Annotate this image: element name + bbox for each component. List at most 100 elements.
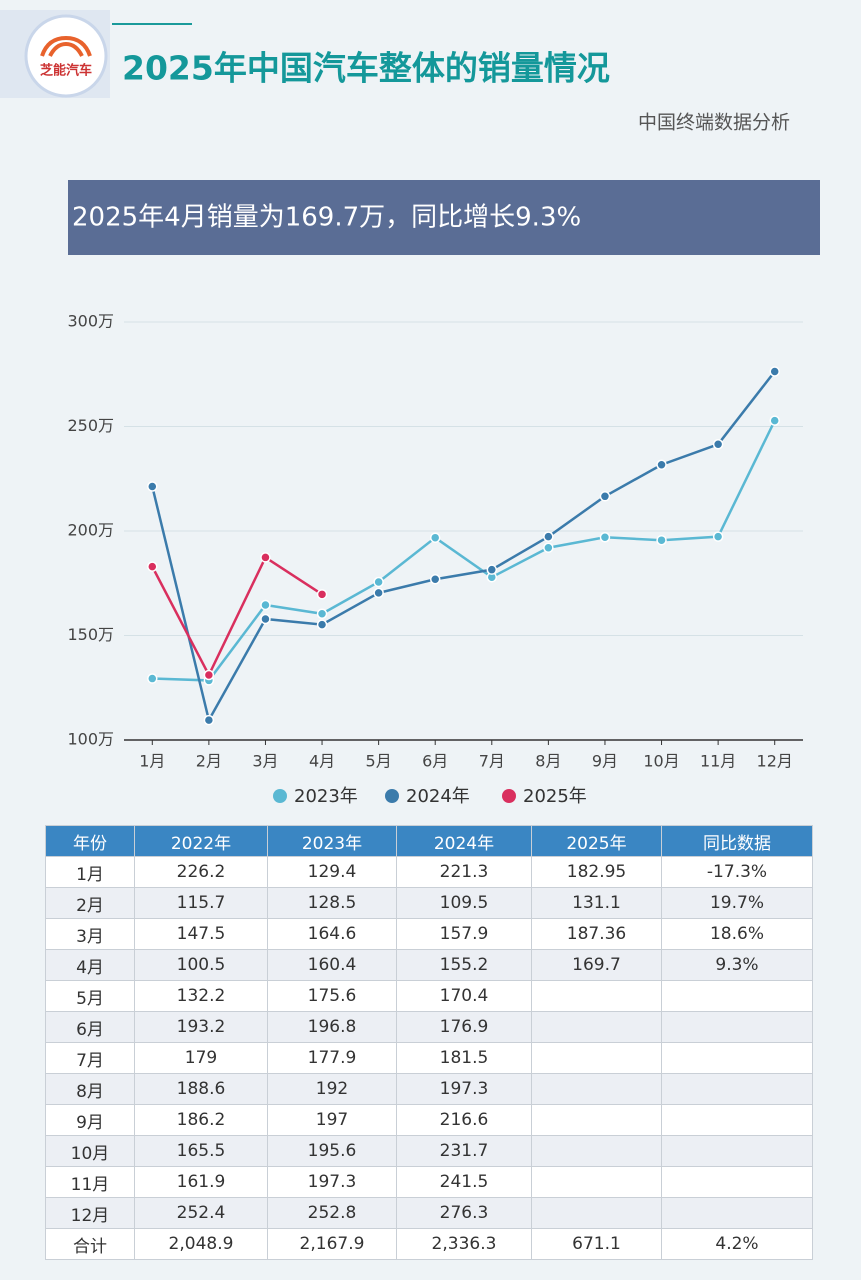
point	[203, 669, 215, 681]
table-cell: 187.36	[531, 918, 662, 950]
table-cell: 147.5	[134, 918, 268, 950]
point	[203, 714, 215, 726]
table-row: 5月 132.2 175.6 170.4	[45, 980, 813, 1012]
point	[147, 481, 158, 492]
table-cell	[661, 1042, 813, 1074]
table-cell: 193.2	[134, 1011, 268, 1043]
table-cell: 186.2	[134, 1104, 268, 1136]
table-cell: 252.4	[134, 1197, 268, 1229]
y-tick-label: 250万	[67, 416, 114, 435]
table-row: 6月 193.2 196.8 176.9	[45, 1011, 813, 1043]
x-tick-label: 12月	[757, 752, 793, 771]
header-row: 年份 2022年 2023年 2024年 2025年 同比数据	[45, 825, 813, 857]
logo-circle	[24, 14, 108, 98]
table-cell: 129.4	[267, 856, 397, 888]
table-row: 8月 188.6 192 197.3	[45, 1073, 813, 1105]
table-cell: 160.4	[267, 949, 397, 981]
point	[429, 532, 441, 543]
table-cell	[531, 1166, 662, 1198]
x-tick-label: 3月	[252, 752, 278, 771]
table-row: 2月 115.7 128.5 109.5 131.1 19.7%	[45, 887, 813, 919]
table-cell: 10月	[45, 1135, 135, 1167]
table-cell: 157.9	[396, 918, 532, 950]
table-cell: 19.7%	[661, 887, 813, 919]
x-tick-label: 9月	[592, 752, 618, 771]
point	[712, 439, 724, 450]
point	[373, 587, 384, 599]
table-cell: 176.9	[396, 1011, 532, 1043]
y-tick-label: 200万	[67, 521, 114, 540]
x-tick-label: 2月	[196, 752, 222, 771]
table-cell: -17.3%	[661, 856, 813, 888]
point	[769, 366, 780, 377]
data-table: 年份 2022年 2023年 2024年 2025年 同比数据 1月 226.2 129.4 22…	[45, 825, 813, 1260]
x-tick-label: 7月	[479, 752, 505, 771]
series-line	[151, 370, 776, 724]
x-tick-label: 1月	[139, 752, 165, 771]
point	[486, 564, 498, 575]
table-cell: 6月	[45, 1011, 135, 1043]
legend-swatch	[502, 789, 516, 803]
banner-text: 2025年4月销量为169.7万，同比增长9.3%	[72, 203, 581, 233]
table-cell: 109.5	[396, 887, 532, 919]
table-cell: 164.6	[267, 918, 397, 950]
table-row: 10月 165.5 195.6 231.7	[45, 1135, 813, 1167]
table-cell: 252.8	[267, 1197, 397, 1229]
y-tick-label: 100万	[67, 730, 114, 749]
table-cell	[661, 1073, 813, 1105]
header-cell: 2025年	[531, 825, 662, 857]
legend-swatch	[385, 789, 399, 803]
table-cell	[531, 1073, 662, 1105]
point	[316, 619, 328, 630]
point	[147, 561, 158, 572]
table-cell	[661, 1011, 813, 1043]
point	[599, 491, 611, 502]
title: 2025年中国汽车整体的销量情况	[122, 49, 610, 88]
point	[373, 576, 384, 588]
point	[316, 589, 328, 600]
table-row: 3月 147.5 164.6 157.9 187.36 18.6%	[45, 918, 813, 950]
point	[712, 531, 724, 542]
table-cell: 4月	[45, 949, 135, 981]
table-cell: 182.95	[531, 856, 662, 888]
table-cell	[531, 980, 662, 1012]
point	[656, 459, 667, 470]
table-cell: 177.9	[267, 1042, 397, 1074]
header-cell: 2023年	[267, 825, 397, 857]
table-cell	[661, 1197, 813, 1229]
table-cell: 2,048.9	[134, 1228, 268, 1260]
legend-label: 2023年	[294, 786, 358, 807]
table-row: 1月 226.2 129.4 221.3 182.95 -17.3%	[45, 856, 813, 888]
table-cell: 合计	[45, 1228, 135, 1260]
point	[543, 542, 554, 553]
table-cell: 100.5	[134, 949, 268, 981]
point	[769, 415, 780, 426]
legend-swatch	[273, 789, 287, 803]
x-tick-label: 11月	[700, 752, 736, 771]
header-cell: 2022年	[134, 825, 268, 857]
table-cell	[661, 1166, 813, 1198]
table-cell: 231.7	[396, 1135, 532, 1167]
subtitle: 中国终端数据分析	[638, 112, 790, 134]
series-line	[151, 555, 323, 678]
table-cell: 181.5	[396, 1042, 532, 1074]
point	[656, 534, 667, 546]
table-cell: 5月	[45, 980, 135, 1012]
table-cell	[661, 980, 813, 1012]
table-cell: 2,336.3	[396, 1228, 532, 1260]
table-cell: 179	[134, 1042, 268, 1074]
table-cell: 155.2	[396, 949, 532, 981]
legend-label: 2024年	[406, 786, 470, 807]
table-cell	[531, 1135, 662, 1167]
table-cell: 169.7	[531, 949, 662, 981]
table-row: 11月 161.9 197.3 241.5	[45, 1166, 813, 1198]
table-cell	[661, 1104, 813, 1136]
table-cell: 128.5	[267, 887, 397, 919]
table-cell: 161.9	[134, 1166, 268, 1198]
table-cell: 165.5	[134, 1135, 268, 1167]
logo-car	[40, 35, 92, 57]
table-cell: 1月	[45, 856, 135, 888]
x-tick-label: 5月	[366, 752, 392, 771]
table-cell: 8月	[45, 1073, 135, 1105]
